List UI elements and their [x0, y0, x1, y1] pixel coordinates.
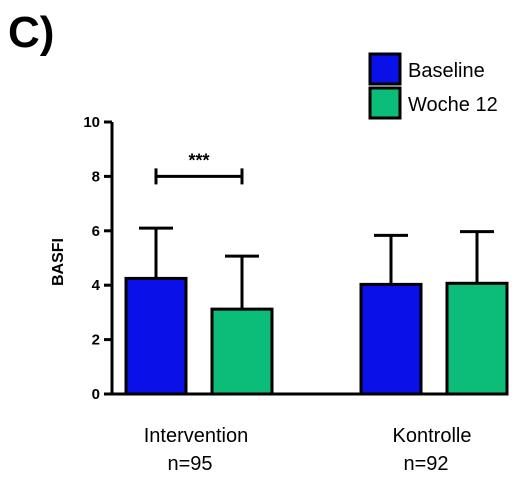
- bars: [124, 226, 509, 396]
- bar-woche-12: [445, 281, 509, 396]
- significance-label: ***: [188, 150, 209, 170]
- y-tick-label: 2: [92, 332, 100, 349]
- y-tick-label: 6: [92, 223, 100, 240]
- legend: Baseline Woche 12: [368, 52, 498, 120]
- legend-swatch: [368, 86, 402, 120]
- panel-label: C): [8, 8, 55, 57]
- bar-baseline: [124, 276, 188, 396]
- y-axis-title: BASFI: [50, 238, 67, 286]
- category-sample-size: n=92: [403, 453, 448, 475]
- y-tick-label: 8: [92, 168, 100, 185]
- legend-label: Woche 12: [408, 94, 498, 116]
- bar-baseline: [359, 282, 423, 396]
- y-tick-label: 0: [92, 386, 100, 403]
- y-axis: 0 2 4 6 8 10 BASFI: [50, 114, 500, 403]
- category-labels: Intervention n=95 Kontrolle n=92: [144, 425, 472, 475]
- y-tick-label: 4: [92, 277, 101, 294]
- legend-swatch: [368, 52, 402, 86]
- annotations: ***: [154, 150, 244, 185]
- bar-woche-12: [210, 307, 274, 396]
- y-tick-label: 10: [83, 114, 100, 131]
- category-label: Kontrolle: [393, 425, 472, 447]
- legend-label: Baseline: [408, 60, 485, 82]
- category-label: Intervention: [144, 425, 249, 447]
- category-sample-size: n=95: [167, 453, 212, 475]
